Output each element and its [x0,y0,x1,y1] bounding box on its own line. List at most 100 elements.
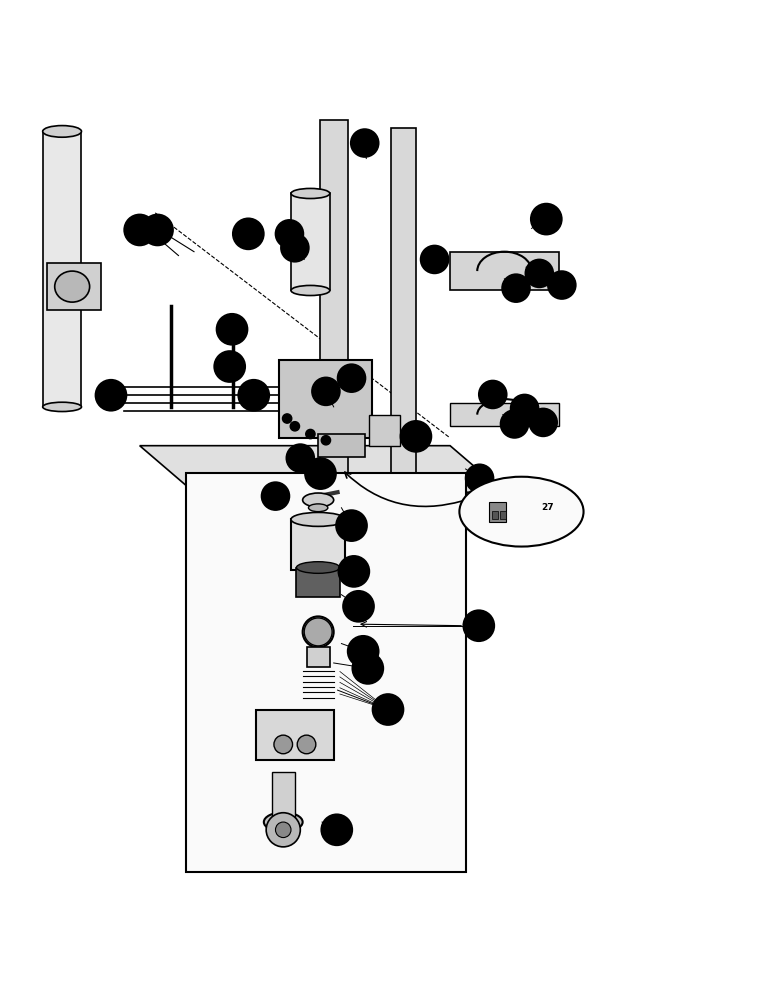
Bar [391,128,416,516]
Bar [307,647,330,667]
Circle shape [336,510,367,541]
Bar [318,434,365,457]
Circle shape [275,220,303,248]
Circle shape [281,234,309,262]
Text: 4: 4 [513,284,519,293]
Circle shape [238,380,269,411]
Text: 8: 8 [476,474,483,483]
Text: 9: 9 [348,374,355,383]
Polygon shape [140,446,504,492]
Text: 17: 17 [223,362,236,371]
Text: 22: 22 [382,705,394,714]
Ellipse shape [54,271,90,302]
Circle shape [274,735,293,754]
Circle shape [312,377,340,405]
Circle shape [351,129,379,157]
Circle shape [529,408,557,436]
Text: 6: 6 [540,418,546,427]
Ellipse shape [291,285,330,296]
Circle shape [142,214,173,245]
Bar [47,263,101,310]
Text: 3: 3 [431,255,438,264]
Circle shape [525,259,553,287]
Ellipse shape [291,512,345,526]
Text: 3: 3 [511,419,518,428]
Circle shape [275,822,291,838]
Ellipse shape [43,126,81,137]
Circle shape [124,214,155,245]
Circle shape [297,735,316,754]
Circle shape [321,436,331,445]
Bar [291,193,330,290]
Ellipse shape [303,493,334,507]
Text: 21: 21 [362,664,374,673]
Text: 5: 5 [521,404,528,413]
Ellipse shape [459,477,584,547]
Circle shape [511,394,539,422]
Bar [320,120,348,523]
Circle shape [305,458,336,489]
Circle shape [338,556,369,587]
Text: 26: 26 [345,521,358,530]
Circle shape [217,314,248,345]
Bar [291,519,345,570]
Ellipse shape [303,616,334,647]
Circle shape [282,414,292,423]
Text: 1: 1 [272,492,279,501]
Polygon shape [450,403,559,426]
Text: 7: 7 [490,390,496,399]
Text: 20: 20 [331,825,343,834]
Circle shape [338,364,365,392]
Circle shape [532,492,563,523]
Circle shape [290,422,300,431]
Circle shape [321,814,352,845]
Text: 6: 6 [559,281,565,290]
Ellipse shape [308,504,327,512]
Bar [186,473,466,872]
Bar [272,772,295,818]
Bar [369,415,400,446]
Circle shape [306,429,315,439]
Circle shape [233,218,264,249]
Bar [43,131,81,407]
Circle shape [266,813,300,847]
Circle shape [95,380,126,411]
Circle shape [262,482,289,510]
Circle shape [352,653,383,684]
Text: 12: 12 [151,225,164,234]
Text: 11: 11 [314,469,327,478]
Text: 1: 1 [323,387,329,396]
Bar [256,710,334,760]
Text: 5: 5 [536,269,542,278]
Circle shape [400,421,431,452]
Text: 27: 27 [541,503,553,512]
Circle shape [304,618,332,646]
Ellipse shape [296,562,340,573]
Polygon shape [450,252,559,290]
Circle shape [502,274,530,302]
Text: 1: 1 [362,139,368,148]
Text: 2: 2 [292,243,298,252]
Circle shape [463,610,494,641]
Circle shape [479,380,507,408]
Text: 24: 24 [352,602,365,611]
Circle shape [501,410,528,438]
Circle shape [286,444,314,472]
Ellipse shape [43,402,81,412]
Bar [489,502,506,522]
Bar [500,511,506,519]
Circle shape [214,351,245,382]
Text: 5: 5 [286,229,293,238]
Circle shape [421,245,449,273]
Ellipse shape [264,812,303,832]
Text: 9: 9 [297,454,303,463]
Circle shape [343,591,374,622]
Text: 10: 10 [410,432,422,441]
Circle shape [372,694,404,725]
Text: 16: 16 [105,391,117,400]
Text: 18: 18 [248,391,260,400]
Text: 23: 23 [357,647,369,656]
Text: 19: 19 [473,621,485,630]
Bar [279,360,372,438]
Circle shape [348,636,379,667]
